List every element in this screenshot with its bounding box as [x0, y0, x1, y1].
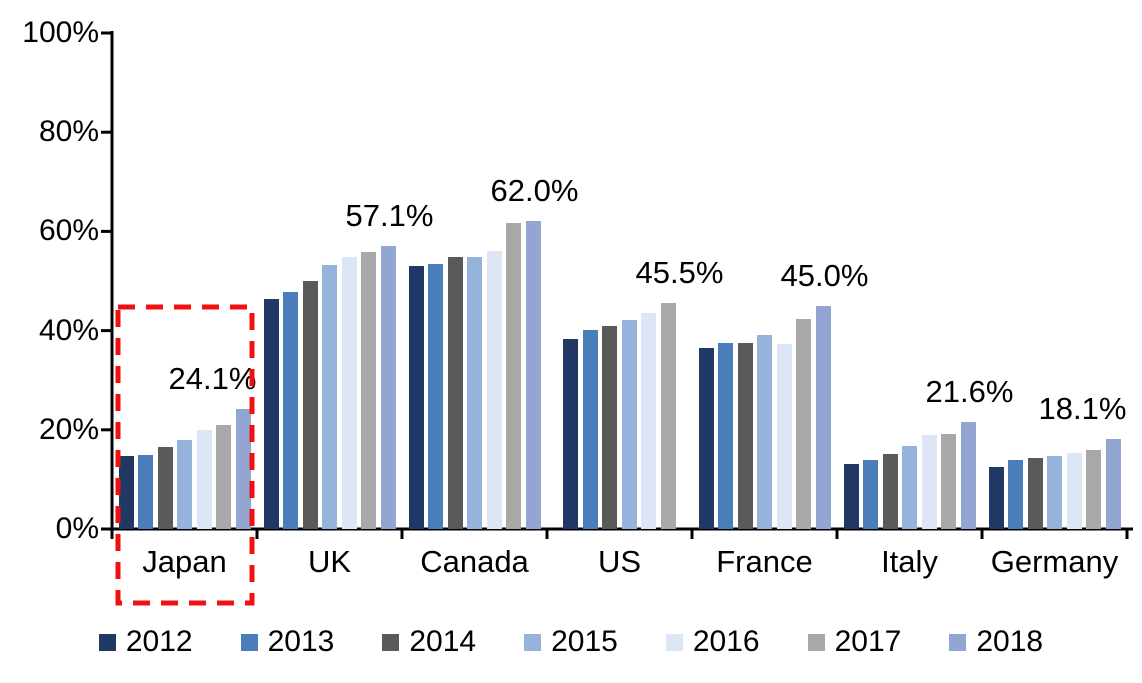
x-category-label-us: US [597, 544, 642, 579]
bar-germany-2018 [1105, 439, 1121, 529]
bar-us-2017 [660, 303, 676, 529]
bar-italy-2012 [843, 463, 859, 529]
bar-canada-2017 [506, 223, 521, 529]
legend-swatch-icon [382, 633, 400, 651]
bar-germany-2012 [988, 467, 1004, 529]
bar-france-2012 [698, 347, 714, 529]
bar-france-2015 [757, 334, 772, 529]
bar-canada-2012 [408, 266, 424, 529]
x-category-label-japan: Japan [142, 544, 227, 579]
legend: 2012 2013 2014 2015 2016 2017 2018 [0, 625, 1142, 659]
y-tick-label: 100% [22, 16, 99, 49]
x-category-label-germany: Germany [990, 544, 1119, 579]
bar-italy-2014 [882, 453, 898, 529]
data-label-france: 45.0% [780, 257, 869, 293]
y-tick-label: 20% [38, 412, 99, 446]
bar-uk-2018 [380, 245, 396, 529]
bar-italy-2018 [960, 421, 976, 529]
x-category-label-canada: Canada [420, 544, 529, 579]
bar-uk-2014 [302, 281, 318, 529]
bar-japan-2013 [138, 455, 153, 529]
y-tick-label: 40% [38, 313, 99, 347]
legend-swatch-icon [807, 633, 825, 651]
bar-italy-2013 [863, 459, 878, 529]
legend-label: 2013 [267, 625, 335, 658]
data-label-germany: 18.1% [1038, 391, 1127, 427]
legend-item-2014: 2014 [382, 625, 476, 659]
bar-us-2014 [602, 325, 618, 529]
legend-swatch-icon [98, 633, 116, 651]
y-tick-label: 80% [38, 115, 99, 149]
legend-label: 2012 [125, 625, 193, 658]
bar-germany-2017 [1086, 450, 1101, 529]
legend-swatch-icon [240, 633, 258, 651]
legend-item-2015: 2015 [524, 625, 618, 659]
bar-uk-2012 [263, 299, 279, 529]
x-category-label-uk: UK [307, 544, 352, 579]
bar-canada-2015 [467, 257, 482, 529]
bar-france-2014 [737, 343, 753, 529]
legend-label: 2017 [834, 625, 902, 658]
bar-germany-2015 [1047, 455, 1062, 529]
bar-canada-2016 [486, 250, 502, 529]
bar-japan-2012 [118, 455, 134, 529]
bar-japan-2015 [177, 440, 192, 529]
bar-italy-2015 [902, 445, 917, 529]
data-label-japan: 24.1% [168, 361, 257, 397]
bar-france-2016 [776, 344, 792, 529]
bar-germany-2014 [1027, 458, 1043, 529]
data-label-canada: 62.0% [490, 173, 579, 209]
bar-japan-2014 [157, 447, 173, 529]
bar-japan-2017 [216, 425, 231, 529]
legend-item-2013: 2013 [240, 625, 335, 659]
bar-france-2017 [796, 319, 811, 529]
legend-item-2017: 2017 [807, 625, 902, 659]
bar-uk-2013 [283, 291, 298, 529]
bar-japan-2018 [235, 409, 251, 529]
data-label-uk: 57.1% [345, 197, 434, 233]
data-label-us: 45.5% [635, 255, 724, 291]
x-category-label-france: France [716, 544, 813, 579]
bar-canada-2014 [447, 256, 463, 529]
legend-label: 2016 [692, 625, 760, 658]
bar-france-2013 [718, 342, 733, 529]
bar-japan-2016 [196, 430, 212, 529]
y-tick-label: 0% [55, 512, 99, 545]
bar-germany-2013 [1008, 460, 1023, 529]
legend-swatch-icon [949, 633, 967, 651]
legend-label: 2014 [409, 625, 477, 658]
bar-us-2016 [641, 313, 657, 529]
legend-label: 2015 [551, 625, 618, 658]
bar-italy-2017 [941, 434, 956, 529]
legend-label: 2018 [976, 625, 1044, 658]
bar-uk-2017 [361, 252, 376, 529]
x-category-label-italy: Italy [881, 544, 938, 579]
bar-germany-2016 [1066, 453, 1082, 529]
legend-item-2018: 2018 [949, 625, 1043, 659]
bar-us-2012 [563, 339, 579, 529]
legend-swatch-icon [665, 633, 683, 651]
legend-item-2016: 2016 [665, 625, 760, 659]
bar-canada-2018 [525, 221, 541, 529]
legend-item-2012: 2012 [98, 625, 193, 659]
y-tick-label: 60% [38, 214, 99, 248]
bar-us-2015 [621, 319, 637, 529]
bar-us-2013 [582, 329, 598, 529]
data-label-italy: 21.6% [925, 373, 1014, 409]
bar-canada-2013 [428, 264, 443, 529]
bar-uk-2015 [322, 264, 337, 529]
legend-swatch-icon [524, 633, 542, 651]
bar-uk-2016 [341, 256, 357, 529]
bar-italy-2016 [921, 435, 937, 529]
bar-france-2018 [815, 305, 831, 529]
